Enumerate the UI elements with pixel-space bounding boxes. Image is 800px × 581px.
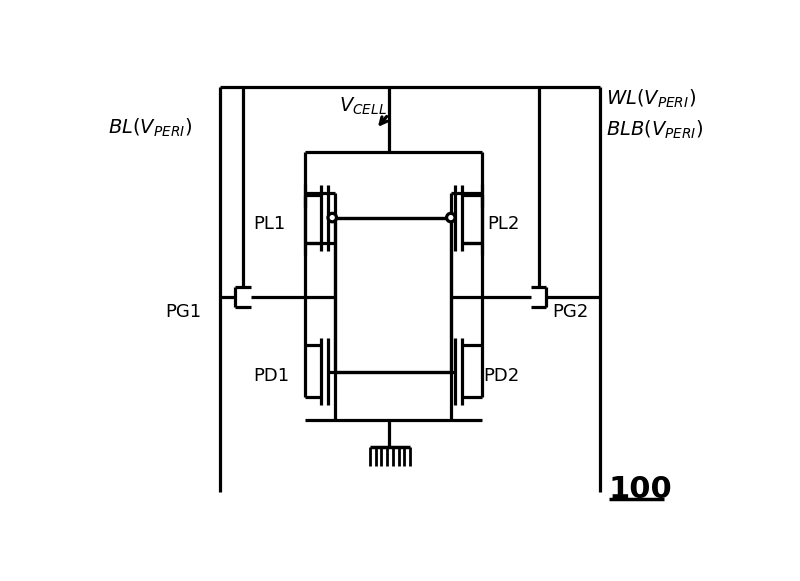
Text: $BL(V_{PERI})$: $BL(V_{PERI})$ xyxy=(108,116,192,139)
Text: $V_{CELL}$: $V_{CELL}$ xyxy=(339,96,387,117)
Text: 100: 100 xyxy=(609,475,673,504)
Text: PG2: PG2 xyxy=(553,303,589,321)
Text: PL1: PL1 xyxy=(253,215,285,233)
Text: PG1: PG1 xyxy=(165,303,202,321)
Text: $WL(V_{PERI})$: $WL(V_{PERI})$ xyxy=(606,88,696,110)
Circle shape xyxy=(446,213,455,222)
Text: PD1: PD1 xyxy=(253,367,289,385)
Circle shape xyxy=(328,213,337,222)
Text: $BLB(V_{PERI})$: $BLB(V_{PERI})$ xyxy=(606,119,704,141)
Text: PL2: PL2 xyxy=(487,215,519,233)
Text: PD2: PD2 xyxy=(483,367,519,385)
